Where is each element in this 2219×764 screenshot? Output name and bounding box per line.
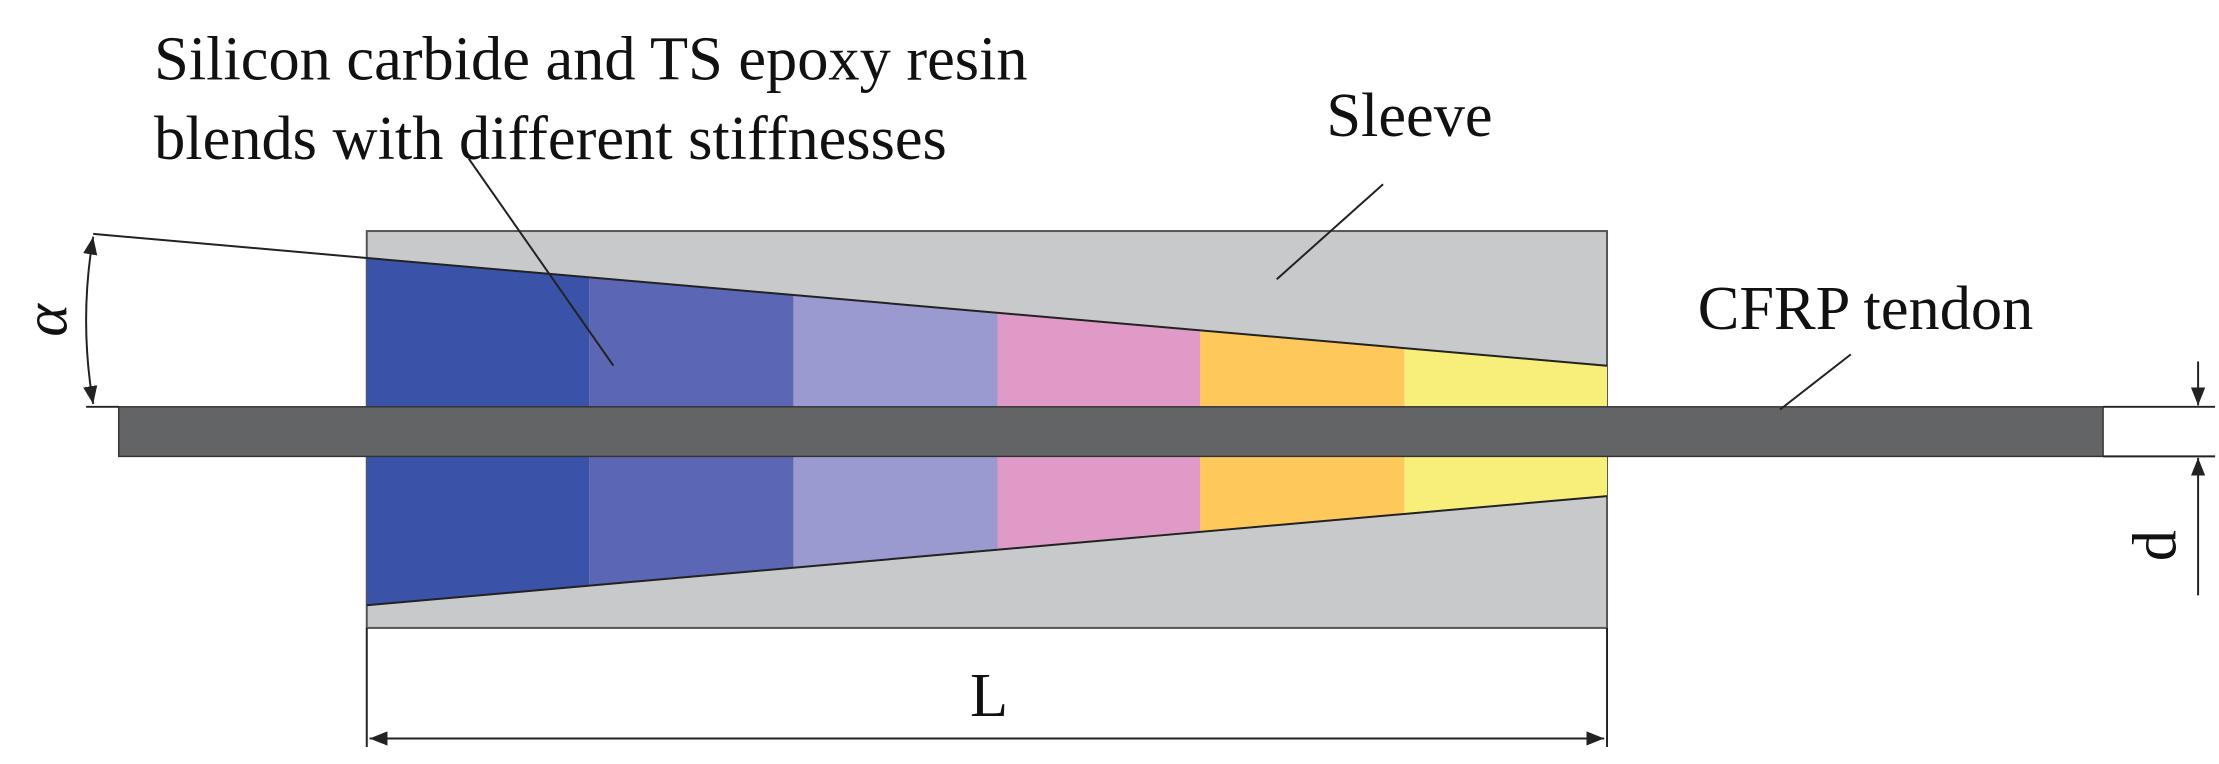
leader-line bbox=[468, 158, 615, 367]
leader-line bbox=[1276, 183, 1384, 280]
angle-label: α bbox=[11, 303, 80, 337]
angle-arrow bbox=[83, 236, 98, 405]
leader-line bbox=[1779, 353, 1852, 411]
length-label: L bbox=[970, 661, 1008, 730]
sleeve-label: Sleeve bbox=[1326, 81, 1492, 150]
extension-line bbox=[93, 232, 367, 259]
diameter-label: d bbox=[2120, 530, 2189, 561]
tendon-label: CFRP tendon bbox=[1698, 274, 2034, 343]
cfrp-tendon bbox=[118, 406, 2104, 458]
material-label: Silicon carbide and TS epoxy resin bbox=[154, 24, 1027, 93]
material-label: blends with different stiffnesses bbox=[154, 104, 947, 173]
